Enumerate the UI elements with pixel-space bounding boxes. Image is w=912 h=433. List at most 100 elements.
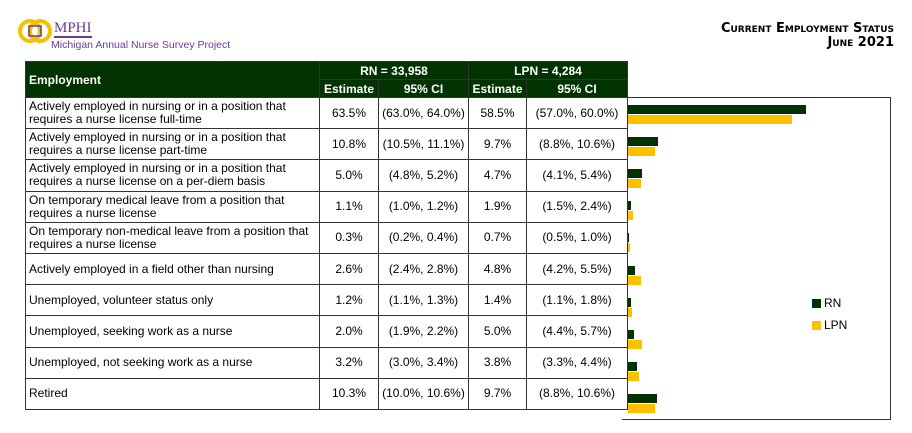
category-cell: On temporary medical leave from a positi…	[25, 190, 320, 223]
rn-ci-cell: (4.8%, 5.2%)	[378, 159, 469, 192]
rn-ci-cell: (3.0%, 3.4%)	[378, 346, 469, 379]
category-cell: Actively employed in nursing or in a pos…	[25, 128, 320, 161]
rn-ci-cell: (1.1%, 1.3%)	[378, 284, 469, 317]
title-line-1: Current Employment Status	[720, 21, 894, 36]
rn-header: RN = 33,958	[319, 61, 469, 80]
rn-estimate-header: Estimate	[319, 79, 379, 98]
bar-lpn	[628, 179, 642, 189]
bar-rn	[628, 105, 806, 114]
bar-lpn	[628, 403, 656, 413]
lpn-header: LPN = 4,284	[468, 61, 628, 80]
bar-chart	[622, 97, 891, 420]
rn-estimate-cell: 10.3%	[319, 377, 379, 410]
lpn-ci-cell: (8.8%, 10.6%)	[526, 128, 628, 161]
bar-rn	[628, 169, 642, 179]
category-cell: Actively employed in nursing or in a pos…	[25, 159, 320, 192]
lpn-ci-cell: (4.1%, 5.4%)	[526, 159, 628, 192]
rn-estimate-cell: 2.0%	[319, 315, 379, 348]
table-row: Actively employed in nursing or in a pos…	[25, 128, 628, 161]
category-cell: Unemployed, volunteer status only	[25, 284, 320, 317]
logo-subtitle: Michigan Annual Nurse Survey Project	[51, 39, 231, 51]
lpn-estimate-cell: 0.7%	[468, 221, 527, 254]
lpn-estimate-cell: 9.7%	[468, 128, 527, 161]
bar-lpn	[628, 211, 634, 221]
bar-rn	[628, 265, 636, 275]
lpn-ci-cell: (8.8%, 10.6%)	[526, 377, 628, 410]
lpn-ci-cell: (1.1%, 1.8%)	[526, 284, 628, 317]
bar-lpn	[628, 307, 632, 317]
legend-swatch-rn	[812, 298, 821, 308]
lpn-estimate-cell: 1.4%	[468, 284, 527, 317]
employment-table: Employment RN = 33,958 LPN = 4,284 Estim…	[25, 61, 628, 410]
mphi-logo: MPHI Michigan Annual Nurse Survey Projec…	[18, 14, 318, 54]
rn-estimate-cell: 2.6%	[319, 252, 379, 286]
legend-label-rn: RN	[824, 296, 842, 310]
title-line-2: June 2021	[827, 35, 894, 50]
category-cell: Actively employed in nursing or in a pos…	[25, 96, 320, 130]
bar-rn	[628, 233, 629, 243]
table-row: On temporary non-medical leave from a po…	[25, 221, 628, 254]
logo-name: MPHI	[54, 20, 92, 38]
rn-ci-cell: (2.4%, 2.8%)	[378, 252, 469, 286]
rn-ci-header: 95% CI	[378, 79, 469, 98]
lpn-estimate-cell: 5.0%	[468, 315, 527, 348]
rn-ci-cell: (10.5%, 11.1%)	[378, 128, 469, 161]
bar-rn	[628, 361, 637, 371]
legend-item-rn: RN	[812, 296, 847, 310]
table-row: On temporary medical leave from a positi…	[25, 190, 628, 223]
lpn-ci-cell: (57.0%, 60.0%)	[526, 96, 628, 130]
category-cell: Unemployed, not seeking work as a nurse	[25, 346, 320, 379]
lpn-ci-cell: (4.4%, 5.7%)	[526, 315, 628, 348]
lpn-estimate-header: Estimate	[468, 79, 527, 98]
rn-ci-cell: (10.0%, 10.6%)	[378, 377, 469, 410]
table-row: Actively employed in nursing or in a pos…	[25, 159, 628, 192]
lpn-ci-cell: (1.5%, 2.4%)	[526, 190, 628, 223]
table-row: Unemployed, volunteer status only 1.2% (1.…	[25, 284, 628, 317]
lpn-ci-cell: (4.2%, 5.5%)	[526, 252, 628, 286]
mphi-logo-icon	[18, 19, 52, 43]
lpn-estimate-cell: 58.5%	[468, 96, 527, 130]
category-cell: Actively employed in a field other than …	[25, 252, 320, 286]
lpn-estimate-cell: 1.9%	[468, 190, 527, 223]
table-row: Unemployed, seeking work as a nurse 2.0%(…	[25, 315, 628, 348]
rn-ci-cell: (1.0%, 1.2%)	[378, 190, 469, 223]
lpn-ci-cell: (3.3%, 4.4%)	[526, 346, 628, 379]
lpn-ci-header: 95% CI	[526, 79, 628, 98]
bar-lpn	[628, 243, 630, 253]
table-row: Retired 10.3% (10.0%, 10.6%) 9.7% (8.8%, 10.…	[25, 377, 628, 410]
table-row: Actively employed in a field other than …	[25, 252, 628, 286]
lpn-estimate-cell: 4.8%	[468, 252, 527, 286]
bar-lpn	[628, 147, 656, 157]
employment-header: Employment	[25, 61, 320, 98]
legend-label-lpn: LPN	[824, 318, 848, 332]
rn-estimate-cell: 1.2%	[319, 284, 379, 317]
rn-ci-cell: (1.9%, 2.2%)	[378, 315, 469, 348]
legend-item-lpn: LPN	[812, 318, 847, 332]
lpn-estimate-cell: 4.7%	[468, 159, 527, 192]
category-cell: Retired	[25, 377, 320, 410]
rn-estimate-cell: 10.8%	[319, 128, 379, 161]
bar-rn	[628, 329, 634, 339]
bar-rn	[628, 297, 632, 307]
rn-estimate-cell: 5.0%	[319, 159, 379, 192]
lpn-ci-cell: (0.5%, 1.0%)	[526, 221, 628, 254]
rn-ci-cell: (0.2%, 0.4%)	[378, 221, 469, 254]
lpn-estimate-cell: 3.8%	[468, 346, 527, 379]
bar-lpn	[628, 371, 639, 381]
bar-rn	[628, 137, 659, 147]
bar-rn	[628, 201, 632, 211]
bar-lpn	[628, 275, 642, 285]
bar-lpn	[628, 339, 642, 349]
table-row: Unemployed, not seeking work as a nurse 3…	[25, 346, 628, 379]
legend-swatch-lpn	[812, 320, 821, 330]
page-title: Current Employment Status June 2021	[721, 22, 894, 50]
rn-estimate-cell: 3.2%	[319, 346, 379, 379]
bar-lpn	[628, 115, 792, 124]
rn-estimate-cell: 63.5%	[319, 96, 379, 130]
lpn-estimate-cell: 9.7%	[468, 377, 527, 410]
rn-estimate-cell: 1.1%	[319, 190, 379, 223]
category-cell: Unemployed, seeking work as a nurse	[25, 315, 320, 348]
rn-estimate-cell: 0.3%	[319, 221, 379, 254]
bar-rn	[628, 393, 657, 403]
table-row: Actively employed in nursing or in a pos…	[25, 96, 628, 130]
